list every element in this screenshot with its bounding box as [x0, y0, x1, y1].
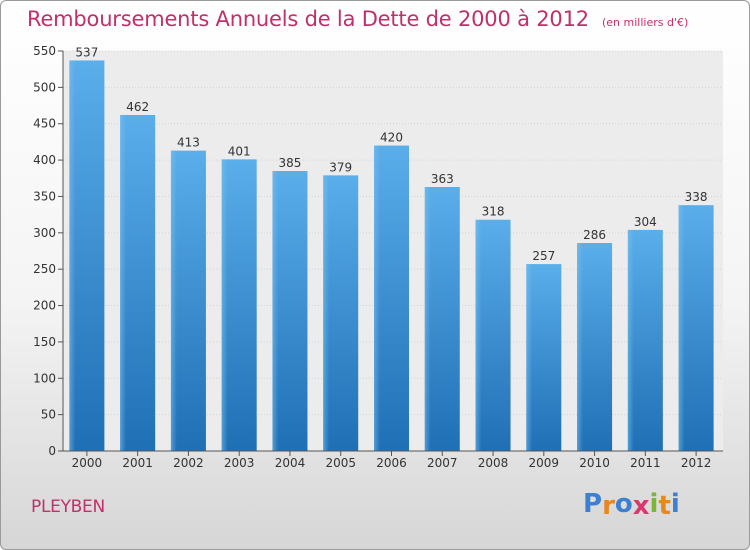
x-tick-label-2002: 2002 [173, 456, 204, 470]
chart-title-block: Remboursements Annuels de la Dette de 20… [27, 7, 688, 31]
bar-highlight [577, 243, 584, 451]
x-tick-label-2001: 2001 [122, 456, 153, 470]
commune-name: PLEYBEN [31, 497, 105, 517]
y-tick-label: 500 [33, 80, 56, 94]
bar-highlight [272, 171, 279, 451]
data-label-2003: 401 [228, 144, 251, 158]
bar-highlight [424, 187, 431, 451]
logo-letter: r [602, 491, 615, 521]
logo-letter: t [658, 491, 671, 521]
data-label-2012: 338 [685, 190, 708, 204]
bar-highlight [475, 219, 482, 451]
logo-letter: P [583, 489, 603, 519]
y-tick-label: 450 [33, 117, 56, 131]
x-tick-label-2008: 2008 [478, 456, 509, 470]
x-tick-label-2009: 2009 [529, 456, 560, 470]
y-tick-label: 550 [33, 44, 56, 58]
x-tick-label-2006: 2006 [376, 456, 407, 470]
data-label-2007: 363 [431, 172, 454, 186]
y-tick-label: 0 [48, 444, 56, 458]
data-label-2011: 304 [634, 215, 657, 229]
logo-letter: x [632, 491, 650, 521]
x-tick-label-2012: 2012 [681, 456, 712, 470]
chart-title: Remboursements Annuels de la Dette de 20… [27, 7, 589, 31]
data-label-2009: 257 [532, 249, 555, 263]
bar-highlight [323, 175, 330, 451]
bar-highlight [120, 115, 127, 451]
logo-letter: i [670, 489, 680, 519]
y-tick-label: 400 [33, 153, 56, 167]
bar-highlight [221, 159, 228, 451]
y-tick-label: 300 [33, 226, 56, 240]
logo-letter: i [649, 489, 659, 519]
data-label-2010: 286 [583, 228, 606, 242]
bar-highlight [526, 264, 533, 451]
bar-highlight [170, 150, 177, 452]
proxiti-logo: Proxiti [583, 489, 680, 521]
y-tick-label: 150 [33, 335, 56, 349]
x-tick-label-2000: 2000 [72, 456, 103, 470]
data-label-2008: 318 [482, 205, 505, 219]
data-label-2002: 413 [177, 136, 200, 150]
x-tick-label-2011: 2011 [630, 456, 661, 470]
x-tick-label-2010: 2010 [579, 456, 610, 470]
bar-highlight [627, 229, 634, 451]
bar-highlight [678, 205, 685, 451]
y-tick-label: 250 [33, 262, 56, 276]
x-tick-label-2005: 2005 [325, 456, 356, 470]
y-tick-label: 100 [33, 371, 56, 385]
chart-subtitle: (en milliers d'€) [602, 16, 689, 29]
x-tick-label-2003: 2003 [224, 456, 255, 470]
data-label-2004: 385 [279, 156, 302, 170]
y-tick-label: 200 [33, 299, 56, 313]
data-label-2005: 379 [329, 160, 352, 174]
bar-highlight [69, 60, 76, 452]
bar-highlight [374, 145, 380, 451]
data-label-2006: 420 [380, 131, 403, 145]
y-tick-label: 50 [41, 408, 56, 422]
data-label-2000: 537 [75, 45, 98, 59]
data-label-2001: 462 [126, 100, 149, 114]
y-tick-label: 350 [33, 189, 56, 203]
x-tick-label-2007: 2007 [427, 456, 458, 470]
x-tick-label-2004: 2004 [275, 456, 306, 470]
logo-letter: o [614, 489, 633, 519]
